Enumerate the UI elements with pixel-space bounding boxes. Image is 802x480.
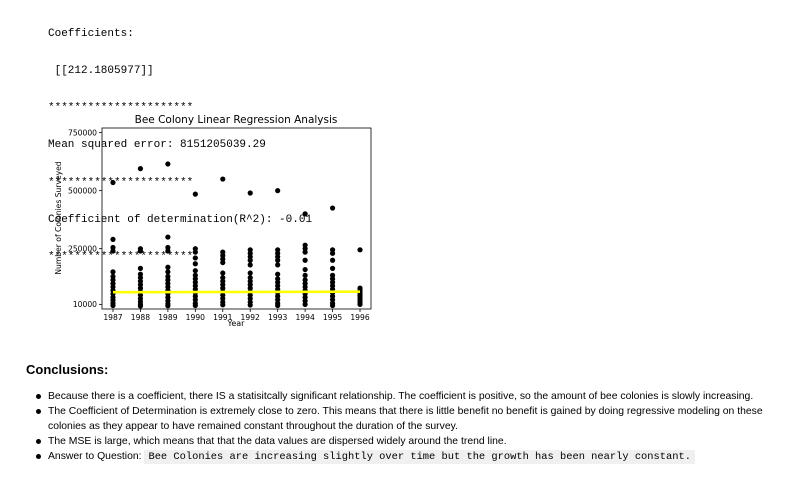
list-item: The MSE is large, which means that that … [34,434,799,449]
separator-line: ********************** [48,176,194,189]
chart-title: Bee Colony Linear Regression Analysis [135,114,338,126]
data-point [137,265,144,271]
data-point [192,249,198,255]
data-point [220,302,226,308]
x-tick-label: 1995 [323,313,342,322]
data-point [110,248,116,254]
scatter-chart: Bee Colony Linear Regression Analysis 10… [54,114,372,328]
data-point [275,271,281,277]
mse-line: Mean squared error: 8151205039.29 [48,139,266,152]
y-tick-label: 10000 [73,300,97,309]
data-point [275,262,281,268]
data-point [220,176,226,182]
data-point [165,161,171,167]
data-point [247,270,253,276]
data-point [247,262,253,268]
x-tick-label: 1994 [295,313,314,322]
conclusions-list: Because there is a coefficient, there IS… [34,389,799,465]
data-point [275,257,281,263]
data-point [302,272,308,278]
data-point [192,268,198,274]
list-item: Because there is a coefficient, there IS… [34,389,799,404]
data-point [357,301,363,307]
data-point [329,250,336,256]
separator-line: ********************** [48,102,194,115]
data-point [137,166,144,172]
data-point [220,259,226,266]
data-point [192,261,198,267]
data-point [302,301,308,307]
x-tick-label: 1989 [158,313,177,322]
y-tick-label: 500000 [68,186,97,195]
r2-line: Coefficient of determination(R^2): -0.01 [48,213,313,226]
x-tick-label: 1990 [186,313,205,322]
answer-code: Bee Colonies are increasing slightly ove… [144,450,695,464]
y-tick-label: 750000 [68,128,97,137]
data-point [110,179,116,186]
data-point [220,270,226,276]
y-tick-label: 250000 [68,244,97,253]
data-point [192,191,198,197]
x-tick-label: 1993 [268,313,287,322]
data-point [275,302,281,309]
data-point [192,302,198,309]
data-point [110,236,116,242]
x-tick-label: 1992 [241,313,260,322]
cell-output: Coefficients: [[212.1805977]] **********… [48,3,312,276]
data-point [137,248,144,254]
x-tick-label: 1987 [103,313,122,322]
data-point [137,303,144,309]
list-item: Answer to Question: Bee Colonies are inc… [34,449,799,465]
y-axis-label: Number of Colonies Surveyed [54,161,63,274]
data-point [247,257,253,263]
data-point [329,265,336,271]
data-point [302,211,308,217]
data-point [110,269,116,275]
data-point [329,302,336,309]
data-point [357,247,363,253]
data-point [110,302,116,309]
data-point [165,264,171,270]
x-tick-label: 1996 [350,313,369,322]
data-point [247,302,253,308]
data-point [165,234,171,240]
data-point [192,255,198,261]
data-point [165,269,171,275]
x-tick-label: 1991 [213,313,232,322]
data-point [329,205,336,211]
data-point [302,266,308,273]
x-axis-label: Year [227,319,246,328]
conclusions-heading: Conclusions: [26,362,109,377]
coefficients-value: [[212.1805977]] [48,65,154,78]
coefficients-label: Coefficients: [48,27,134,40]
data-point [302,249,308,255]
data-point [302,257,308,263]
data-point [275,188,281,194]
separator-line: ********************** [48,251,194,264]
plot-area [101,127,372,310]
data-point [165,248,171,254]
list-item: The Coefficient of Determination is extr… [34,404,799,434]
data-point [247,190,253,196]
data-point [329,257,336,263]
data-point [165,303,171,309]
x-tick-label: 1988 [131,313,150,322]
answer-label: Answer to Question: [48,451,142,462]
